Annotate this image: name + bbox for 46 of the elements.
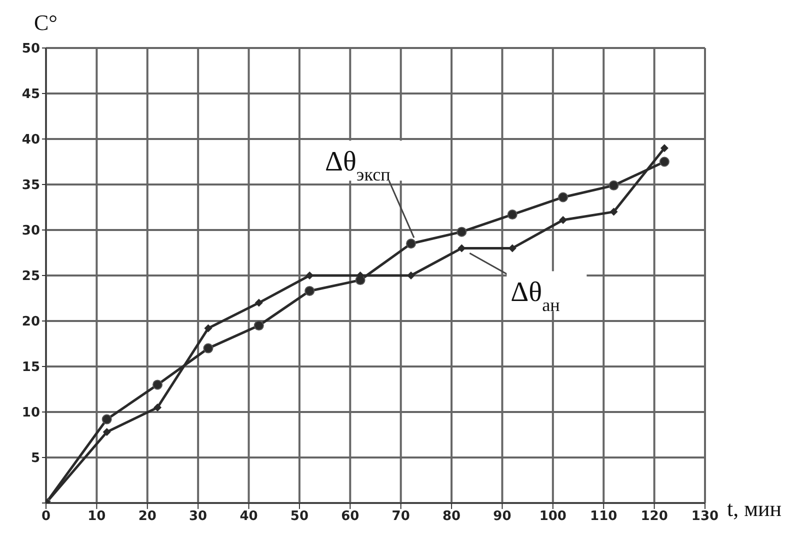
y-tick-label: 10 [22, 406, 40, 421]
y-tick-label: 25 [22, 269, 40, 284]
point [559, 216, 568, 224]
point [203, 343, 214, 354]
point [659, 156, 670, 167]
point [558, 192, 568, 202]
y-tick-label: 35 [22, 178, 40, 194]
x-tick-label: 90 [493, 509, 512, 524]
x-tick-label: 50 [290, 509, 309, 524]
x-tick-label: 20 [138, 509, 156, 524]
x-tick-label: 100 [539, 509, 566, 524]
point [304, 286, 315, 296]
y-tick-label: 40 [22, 132, 40, 148]
x-tick-label: 60 [341, 509, 360, 524]
y-tick-label: 5 [30, 451, 40, 466]
x-tick-label: 110 [590, 509, 618, 524]
series-label: Δθ$_{ан}$ [510, 277, 560, 316]
y-axis-title: C° [34, 10, 58, 35]
y-tick-label: 20 [22, 314, 40, 330]
point [254, 320, 264, 331]
point [254, 298, 263, 307]
point [660, 144, 668, 152]
x-tick-label: 70 [392, 509, 410, 524]
x-tick-label: 0 [41, 509, 51, 524]
y-tick-label: 15 [22, 360, 40, 376]
point [456, 226, 467, 237]
y-tick-label: 50 [22, 42, 40, 57]
point [406, 238, 416, 249]
point [608, 180, 619, 190]
point [507, 210, 518, 220]
x-tick-label: 30 [189, 509, 208, 524]
point [102, 414, 112, 424]
point [610, 208, 618, 216]
x-tick-label: 40 [240, 509, 258, 524]
point [152, 380, 163, 390]
y-tick-label: 30 [22, 224, 40, 239]
x-tick-label: 130 [691, 509, 719, 524]
text: Δθ$_{эксп}$ [324, 146, 391, 185]
x-axis-title: t, мин [727, 496, 782, 521]
x-tick-label: 10 [88, 509, 106, 524]
point [204, 324, 212, 332]
point [102, 428, 111, 436]
x-tick-label: 80 [442, 509, 461, 524]
point [154, 403, 162, 412]
x-tick-label: 120 [640, 509, 668, 524]
y-tick-label: 45 [22, 87, 40, 102]
